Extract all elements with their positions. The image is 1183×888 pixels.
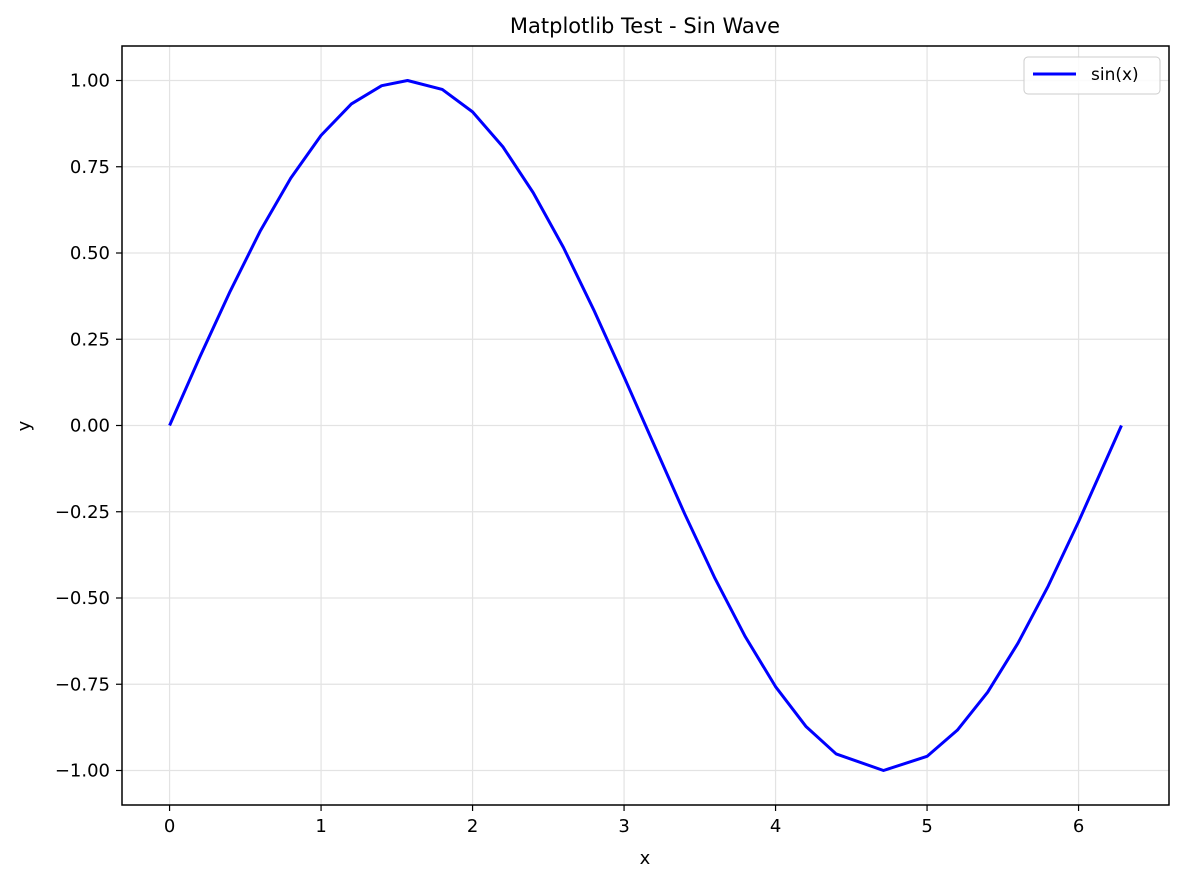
grid — [122, 46, 1169, 805]
series-layer — [168, 79, 1123, 772]
x-tick-label: 5 — [921, 816, 932, 837]
y-tick-label: 0.75 — [70, 157, 110, 178]
y-tick-label: 0.00 — [70, 416, 110, 437]
y-tick-label: −0.50 — [55, 588, 110, 609]
legend-label-sin: sin(x) — [1091, 65, 1139, 85]
x-tick-label: 2 — [467, 816, 478, 837]
y-tick-label: 1.00 — [70, 71, 110, 92]
x-tick-label: 6 — [1073, 816, 1084, 837]
y-tick-label: −1.00 — [55, 761, 110, 782]
x-axis-ticks: 0 1 2 3 4 5 6 — [164, 805, 1084, 837]
y-tick-label: −0.25 — [55, 502, 110, 523]
chart-title: Matplotlib Test - Sin Wave — [510, 14, 780, 38]
y-tick-label: −0.75 — [55, 674, 110, 695]
y-tick-label: 0.25 — [70, 329, 110, 350]
legend-box — [1023, 56, 1161, 95]
x-tick-label: 3 — [618, 816, 629, 837]
y-tick-label: 0.50 — [70, 243, 110, 264]
y-axis-label: y — [14, 420, 35, 431]
x-axis-label: x — [640, 848, 651, 869]
x-tick-label: 0 — [164, 816, 175, 837]
y-axis-ticks: 1.00 0.75 0.50 0.25 0.00 −0.25 −0.50 −0.75 −1.00 — [55, 71, 122, 782]
x-tick-label: 1 — [315, 816, 326, 837]
legend: sin(x) — [1023, 56, 1161, 95]
series-line-sin — [168, 79, 1123, 772]
x-tick-label: 4 — [770, 816, 781, 837]
